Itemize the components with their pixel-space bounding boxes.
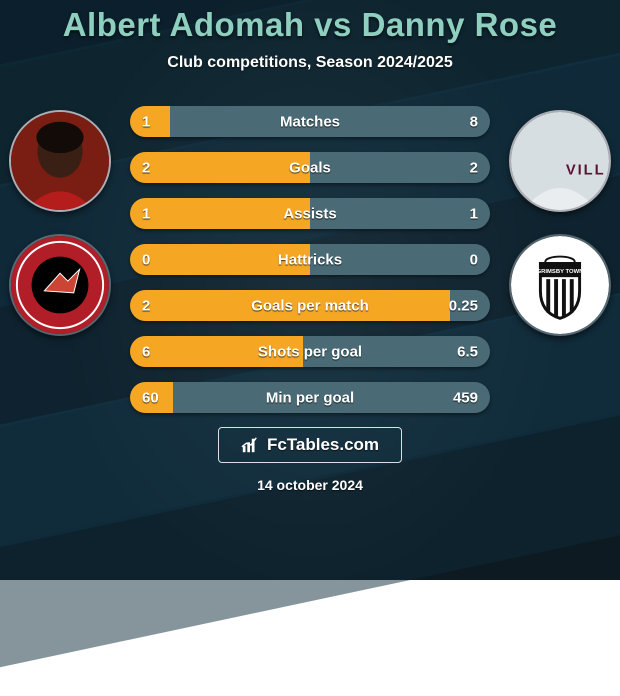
player-left-avatar bbox=[9, 110, 111, 212]
right-column: VILL GRIMSBY TOWN bbox=[500, 100, 620, 413]
club-right-badge: GRIMSBY TOWN bbox=[509, 234, 611, 336]
brand-icon bbox=[241, 436, 259, 454]
versus-word: vs bbox=[314, 6, 352, 43]
stat-value-right: 6.5 bbox=[457, 343, 478, 360]
club-left-badge bbox=[9, 234, 111, 336]
stat-value-right: 2 bbox=[470, 159, 478, 176]
stat-fill-left bbox=[130, 152, 310, 183]
brand-box: FcTables.com bbox=[218, 427, 402, 463]
stat-value-right: 1 bbox=[470, 205, 478, 222]
stat-fill-right bbox=[310, 152, 490, 183]
avatar-left-svg bbox=[11, 112, 109, 210]
badge-left-svg bbox=[11, 236, 109, 334]
stat-value-right: 459 bbox=[453, 389, 478, 406]
stat-fill-right bbox=[310, 198, 490, 229]
stat-label: Goals per match bbox=[251, 297, 369, 314]
stat-row: 0 0 Hattricks bbox=[130, 244, 490, 275]
stat-label: Assists bbox=[283, 205, 336, 222]
stat-label: Min per goal bbox=[266, 389, 354, 406]
stat-label: Matches bbox=[280, 113, 340, 130]
stat-value-left: 6 bbox=[142, 343, 150, 360]
player-right-avatar: VILL bbox=[509, 110, 611, 212]
stat-row: 6 6.5 Shots per goal bbox=[130, 336, 490, 367]
stat-value-left: 1 bbox=[142, 113, 150, 130]
stat-label: Hattricks bbox=[278, 251, 342, 268]
stat-label: Shots per goal bbox=[258, 343, 362, 360]
avatar-right-svg: VILL bbox=[511, 112, 609, 210]
page-title: Albert Adomah vs Danny Rose bbox=[63, 6, 558, 44]
stat-value-left: 2 bbox=[142, 297, 150, 314]
svg-text:GRIMSBY TOWN: GRIMSBY TOWN bbox=[537, 269, 584, 275]
badge-right-svg: GRIMSBY TOWN bbox=[511, 236, 609, 334]
left-column bbox=[0, 100, 120, 413]
player-left-name: Albert Adomah bbox=[63, 6, 305, 43]
brand-label: FcTables.com bbox=[267, 435, 379, 455]
stat-value-left: 2 bbox=[142, 159, 150, 176]
stat-row: 1 8 Matches bbox=[130, 106, 490, 137]
player-right-name: Danny Rose bbox=[362, 6, 558, 43]
stat-value-left: 1 bbox=[142, 205, 150, 222]
stat-row: 60 459 Min per goal bbox=[130, 382, 490, 413]
stat-value-right: 0.25 bbox=[449, 297, 478, 314]
stats-list: 1 8 Matches 2 2 Goals 1 1 Assists 0 0 Hattricks 2 0.2… bbox=[120, 100, 500, 413]
stat-value-right: 8 bbox=[470, 113, 478, 130]
stat-row: 2 0.25 Goals per match bbox=[130, 290, 490, 321]
stat-value-left: 0 bbox=[142, 251, 150, 268]
stat-value-left: 60 bbox=[142, 389, 159, 406]
stat-row: 1 1 Assists bbox=[130, 198, 490, 229]
svg-text:VILL: VILL bbox=[566, 163, 606, 179]
stat-row: 2 2 Goals bbox=[130, 152, 490, 183]
footer-date: 14 october 2024 bbox=[257, 477, 363, 493]
subtitle: Club competitions, Season 2024/2025 bbox=[167, 54, 452, 72]
stat-value-right: 0 bbox=[470, 251, 478, 268]
stat-label: Goals bbox=[289, 159, 331, 176]
comparison-grid: 1 8 Matches 2 2 Goals 1 1 Assists 0 0 Hattricks 2 0.2… bbox=[0, 100, 620, 413]
